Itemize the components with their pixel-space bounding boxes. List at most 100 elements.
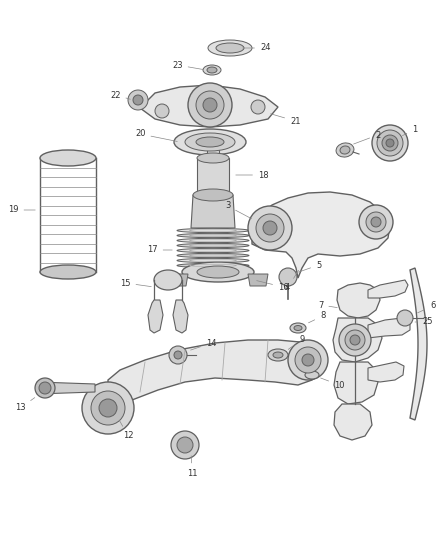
Polygon shape — [368, 318, 410, 338]
Ellipse shape — [216, 43, 244, 53]
Text: 9: 9 — [288, 335, 305, 349]
Ellipse shape — [207, 67, 217, 73]
Ellipse shape — [177, 253, 249, 257]
Ellipse shape — [177, 259, 249, 263]
Ellipse shape — [40, 265, 96, 279]
Polygon shape — [207, 142, 219, 158]
Circle shape — [359, 205, 393, 239]
Ellipse shape — [336, 143, 354, 157]
Ellipse shape — [208, 40, 252, 56]
Text: 10: 10 — [321, 378, 345, 390]
Circle shape — [99, 399, 117, 417]
Text: 11: 11 — [187, 456, 198, 478]
Circle shape — [203, 98, 217, 112]
Polygon shape — [368, 280, 408, 298]
Circle shape — [174, 351, 182, 359]
Circle shape — [251, 100, 265, 114]
Circle shape — [256, 214, 284, 242]
Text: 8: 8 — [308, 311, 325, 323]
Text: 20: 20 — [135, 130, 177, 141]
Circle shape — [128, 90, 148, 110]
Text: 15: 15 — [120, 279, 151, 287]
Circle shape — [263, 221, 277, 235]
Circle shape — [169, 346, 187, 364]
Text: 12: 12 — [120, 421, 134, 440]
Ellipse shape — [273, 352, 283, 358]
Ellipse shape — [290, 323, 306, 333]
Circle shape — [288, 340, 328, 380]
Text: 19: 19 — [8, 206, 35, 214]
Text: 1: 1 — [403, 125, 417, 136]
Circle shape — [366, 212, 386, 232]
Circle shape — [39, 382, 51, 394]
Ellipse shape — [185, 133, 235, 151]
Ellipse shape — [203, 65, 221, 75]
Ellipse shape — [177, 263, 249, 268]
Text: 16: 16 — [257, 281, 289, 292]
Circle shape — [382, 135, 398, 151]
Circle shape — [155, 104, 169, 118]
Circle shape — [345, 330, 365, 350]
Circle shape — [279, 268, 297, 286]
Polygon shape — [333, 318, 382, 362]
Text: 22: 22 — [110, 91, 131, 100]
Ellipse shape — [177, 248, 249, 253]
Text: 7: 7 — [318, 301, 337, 310]
Ellipse shape — [340, 146, 350, 154]
Circle shape — [248, 206, 292, 250]
Polygon shape — [334, 404, 372, 440]
Polygon shape — [100, 340, 322, 430]
Circle shape — [339, 324, 371, 356]
Polygon shape — [197, 158, 229, 195]
Text: 13: 13 — [15, 398, 35, 413]
Circle shape — [188, 83, 232, 127]
Polygon shape — [248, 274, 268, 286]
Text: 25: 25 — [415, 318, 432, 327]
Circle shape — [397, 310, 413, 326]
Ellipse shape — [177, 228, 249, 232]
Ellipse shape — [197, 153, 229, 163]
Ellipse shape — [40, 150, 96, 166]
Ellipse shape — [177, 233, 249, 238]
Text: 5: 5 — [299, 261, 321, 272]
Text: 3: 3 — [225, 201, 251, 219]
Polygon shape — [148, 300, 163, 333]
Ellipse shape — [177, 244, 249, 248]
Circle shape — [91, 391, 125, 425]
Text: 14: 14 — [191, 338, 216, 350]
Circle shape — [196, 91, 224, 119]
Text: 23: 23 — [172, 61, 203, 69]
Polygon shape — [191, 195, 235, 228]
Ellipse shape — [197, 266, 239, 278]
Ellipse shape — [174, 129, 246, 155]
Circle shape — [372, 125, 408, 161]
Text: 18: 18 — [236, 171, 268, 180]
Circle shape — [177, 437, 193, 453]
Polygon shape — [410, 268, 427, 420]
Polygon shape — [337, 283, 380, 318]
Polygon shape — [334, 362, 378, 404]
Ellipse shape — [177, 238, 249, 243]
Circle shape — [377, 130, 403, 156]
Circle shape — [386, 139, 394, 147]
Ellipse shape — [305, 371, 319, 379]
Polygon shape — [37, 382, 95, 394]
Circle shape — [295, 347, 321, 373]
Text: 21: 21 — [271, 114, 300, 125]
Polygon shape — [173, 300, 188, 333]
Text: 4: 4 — [285, 270, 299, 293]
Circle shape — [371, 217, 381, 227]
Circle shape — [171, 431, 199, 459]
Circle shape — [302, 354, 314, 366]
Text: 2: 2 — [353, 131, 380, 144]
Ellipse shape — [193, 189, 233, 201]
Polygon shape — [368, 362, 404, 382]
Ellipse shape — [154, 270, 182, 290]
Circle shape — [35, 378, 55, 398]
Text: 17: 17 — [147, 246, 172, 254]
Polygon shape — [140, 85, 278, 127]
Polygon shape — [168, 274, 188, 286]
Ellipse shape — [268, 349, 288, 361]
Ellipse shape — [196, 137, 224, 147]
Ellipse shape — [294, 326, 302, 330]
